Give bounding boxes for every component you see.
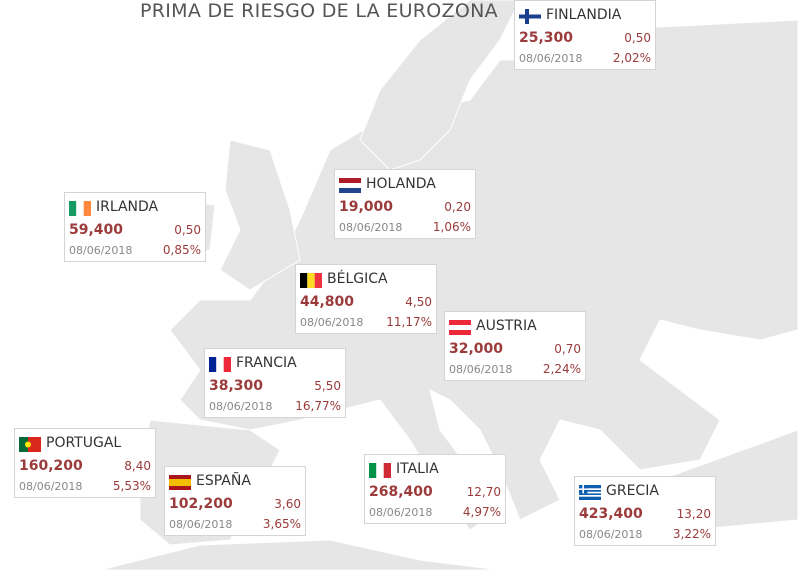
change: 12,70 (466, 485, 501, 499)
percent-change: 0,85% (162, 243, 201, 257)
country-name: GRECIA (606, 483, 659, 499)
change: 8,40 (124, 459, 151, 473)
risk-premium: 19,000 (339, 199, 394, 215)
country-name: ESPAÑA (196, 473, 251, 489)
country-name: FINLANDIA (546, 7, 622, 23)
country-card: AUSTRIA 32,000 0,70 08/06/2018 2,24% (444, 311, 586, 381)
risk-premium: 38,300 (209, 378, 264, 394)
country-name: AUSTRIA (476, 318, 537, 334)
percent-change: 3,22% (672, 527, 711, 541)
date: 08/06/2018 (169, 518, 233, 531)
change: 5,50 (314, 379, 341, 393)
risk-premium: 423,400 (579, 506, 643, 522)
change: 0,50 (624, 31, 651, 45)
risk-premium: 102,200 (169, 496, 233, 512)
date: 08/06/2018 (449, 363, 513, 376)
date: 08/06/2018 (339, 221, 403, 234)
date: 08/06/2018 (300, 316, 364, 329)
map-title: PRIMA DE RIESGO DE LA EUROZONA (140, 0, 498, 22)
percent-change: 2,24% (542, 362, 581, 376)
country-card: IRLANDA 59,400 0,50 08/06/2018 0,85% (64, 192, 206, 262)
percent-change: 3,65% (262, 517, 301, 531)
date: 08/06/2018 (519, 52, 583, 65)
land-scandinavia (359, 0, 521, 171)
flag (19, 437, 41, 452)
country-card: FINLANDIA 25,300 0,50 08/06/2018 2,02% (514, 0, 656, 70)
country-card: BÉLGICA 44,800 4,50 08/06/2018 11,17% (295, 264, 437, 334)
change: 0,20 (444, 200, 471, 214)
country-card: ESPAÑA 102,200 3,60 08/06/2018 3,65% (164, 466, 306, 536)
change: 3,60 (274, 497, 301, 511)
percent-change: 4,97% (462, 505, 501, 519)
date: 08/06/2018 (69, 244, 133, 257)
change: 4,50 (405, 295, 432, 309)
flag (69, 201, 91, 216)
percent-change: 16,77% (295, 399, 341, 413)
risk-premium: 59,400 (69, 222, 124, 238)
date: 08/06/2018 (369, 506, 433, 519)
risk-premium: 32,000 (449, 341, 504, 357)
country-card: GRECIA 423,400 13,20 08/06/2018 3,22% (574, 476, 716, 546)
change: 0,50 (174, 223, 201, 237)
country-name: PORTUGAL (46, 435, 122, 451)
change: 0,70 (554, 342, 581, 356)
date: 08/06/2018 (579, 528, 643, 541)
country-name: BÉLGICA (327, 271, 388, 287)
percent-change: 2,02% (612, 51, 651, 65)
date: 08/06/2018 (209, 400, 273, 413)
percent-change: 5,53% (112, 479, 151, 493)
flag (449, 320, 471, 335)
flag (579, 485, 601, 500)
country-card: FRANCIA 38,300 5,50 08/06/2018 16,77% (204, 348, 346, 418)
flag (339, 178, 361, 193)
date: 08/06/2018 (19, 480, 83, 493)
country-card: PORTUGAL 160,200 8,40 08/06/2018 5,53% (14, 428, 156, 498)
land-africa (99, 539, 501, 570)
country-card: HOLANDA 19,000 0,20 08/06/2018 1,06% (334, 169, 476, 239)
country-name: ITALIA (396, 461, 439, 477)
flag (519, 9, 541, 24)
change: 13,20 (676, 507, 711, 521)
risk-premium: 268,400 (369, 484, 433, 500)
flag (169, 475, 191, 490)
risk-premium: 25,300 (519, 30, 574, 46)
risk-premium: 160,200 (19, 458, 83, 474)
flag (209, 357, 231, 372)
land-britain (219, 139, 301, 291)
country-name: FRANCIA (236, 355, 297, 371)
country-card: ITALIA 268,400 12,70 08/06/2018 4,97% (364, 454, 506, 524)
percent-change: 11,17% (386, 315, 432, 329)
country-name: IRLANDA (96, 199, 159, 215)
risk-premium: 44,800 (300, 294, 355, 310)
country-name: HOLANDA (366, 176, 436, 192)
flag (300, 273, 322, 288)
percent-change: 1,06% (432, 220, 471, 234)
flag (369, 463, 391, 478)
